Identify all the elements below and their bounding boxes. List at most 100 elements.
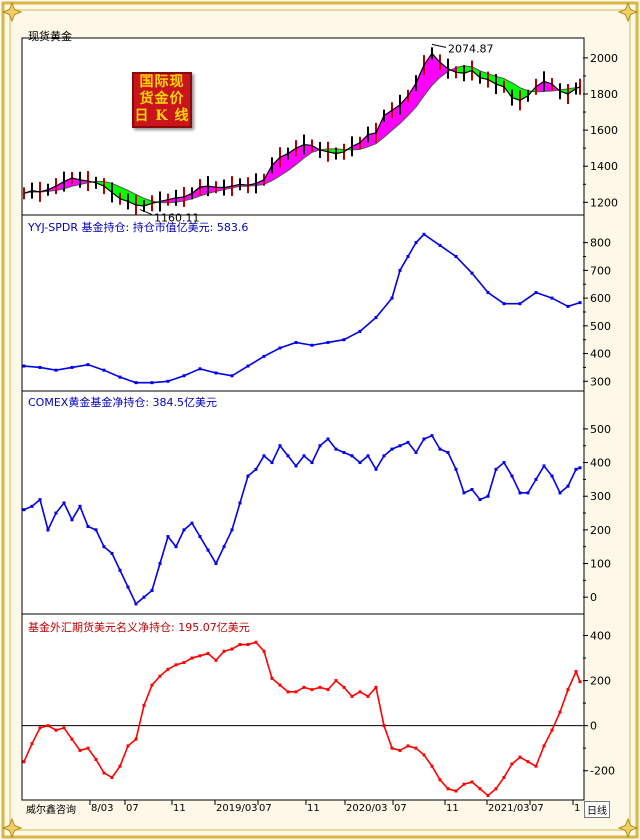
fx-data-point: [326, 688, 330, 692]
comex-data-point: [390, 447, 394, 451]
comex-data-point: [358, 461, 362, 465]
y-tick-label: 0: [590, 720, 597, 733]
gold-ma-fill: [200, 186, 208, 197]
fx-data-point: [470, 780, 474, 784]
fx-data-point: [494, 787, 498, 791]
brand-label: 威尔鑫咨询: [26, 805, 76, 816]
gold-ma-fill: [456, 65, 464, 74]
x-tick-label: 07: [394, 803, 407, 814]
stamp-line-3: 日 K 线: [134, 108, 190, 124]
x-tick-label: 11: [173, 803, 186, 814]
y-tick-label: 400: [590, 457, 611, 470]
y-tick-label: 400: [590, 630, 611, 643]
spdr-data-point: [182, 374, 186, 378]
comex-data-point: [494, 467, 498, 471]
y-tick-label: 500: [590, 320, 611, 333]
spdr-data-point: [310, 343, 314, 347]
page-title: 现货黄金: [28, 30, 72, 43]
corner-star-icon: [1, 1, 23, 23]
spdr-data-point: [166, 379, 170, 383]
fx-data-point: [86, 746, 90, 750]
comex-data-point: [78, 504, 82, 508]
gold-ma-fill: [360, 134, 368, 150]
spdr-panel: 300 400 500 600 700 800: [22, 232, 611, 392]
fx-data-point: [454, 789, 458, 793]
x-tick-label: 2020/03: [346, 803, 388, 814]
spdr-data-point: [38, 365, 42, 369]
spdr-data-point: [578, 301, 582, 305]
comex-data-point: [150, 588, 154, 592]
fx-panel: -200 0 200 400: [22, 630, 615, 797]
y-tick-label: 1800: [590, 88, 618, 101]
chart-area: [21, 37, 585, 801]
fx-data-point: [142, 703, 146, 707]
spdr-data-point: [198, 367, 202, 371]
spdr-data-point: [118, 375, 122, 379]
gold-price-line: [23, 52, 581, 207]
comex-data-point: [342, 450, 346, 454]
comex-data-point: [462, 491, 466, 495]
comex-data-point: [534, 477, 538, 481]
spdr-data-point: [374, 316, 378, 320]
y-tick-label: 600: [590, 292, 611, 305]
spdr-data-point: [358, 329, 362, 333]
comex-data-point: [574, 467, 578, 471]
gold-ma-fill: [168, 197, 176, 203]
comex-data-point: [422, 437, 426, 441]
corner-ornament-icon: [1, 1, 23, 23]
gold-moving-average: [23, 65, 580, 204]
comex-data-point: [310, 461, 314, 465]
fx-data-point: [302, 685, 306, 689]
gold-ma-fill: [408, 83, 416, 116]
gold-ma-fill: [120, 186, 128, 202]
gold-ma-fill: [56, 181, 64, 191]
x-tick-label: 07: [126, 803, 139, 814]
spdr-data-point: [550, 296, 554, 300]
fx-data-point: [578, 680, 582, 684]
fx-data-point: [126, 744, 130, 748]
comex-data-point: [166, 535, 170, 539]
corner-ornament-icon: [1, 817, 23, 839]
fx-data-point: [510, 762, 514, 766]
fx-data-point: [366, 694, 370, 698]
y-tick-label: 300: [590, 490, 611, 503]
corner-star-icon: [617, 1, 639, 23]
fx-data-point: [134, 737, 138, 741]
fx-data-point: [206, 652, 210, 656]
corner-ornament-icon: [617, 1, 639, 23]
spdr-data-point: [534, 291, 538, 295]
spdr-data-point: [214, 371, 218, 375]
comex-data-point: [430, 434, 434, 438]
gold-ma-fill: [104, 181, 112, 193]
spdr-data-point: [150, 381, 154, 385]
fx-data-point: [542, 744, 546, 748]
x-tick-label: 11: [446, 803, 459, 814]
comex-data-point: [526, 491, 530, 495]
fx-data-point: [166, 667, 170, 671]
x-tick-label: 2021/03: [488, 803, 530, 814]
gold-ma-fill: [384, 110, 392, 138]
fx-data-point: [278, 683, 282, 687]
gold-ma-fill: [336, 148, 344, 154]
gold-ma-fill: [416, 65, 424, 108]
fx-data-point: [230, 647, 234, 651]
comex-data-point: [54, 511, 58, 515]
gold-ma-fill: [520, 87, 528, 101]
gold-ma-fill: [192, 187, 200, 199]
comex-data-point: [134, 602, 138, 606]
comex-data-point: [94, 528, 98, 532]
comex-data-point: [22, 508, 26, 512]
gold-ma-fill: [288, 148, 296, 171]
fx-data-point: [118, 764, 122, 768]
period-button[interactable]: 日线: [584, 801, 610, 818]
gold-ma-fill: [272, 157, 280, 181]
spdr-data-point: [454, 255, 458, 259]
comex-data-point: [70, 518, 74, 522]
comex-data-point: [102, 545, 106, 549]
x-tick-label: 11: [307, 803, 320, 814]
spdr-data-point: [438, 243, 442, 247]
comex-data-point: [302, 454, 306, 458]
